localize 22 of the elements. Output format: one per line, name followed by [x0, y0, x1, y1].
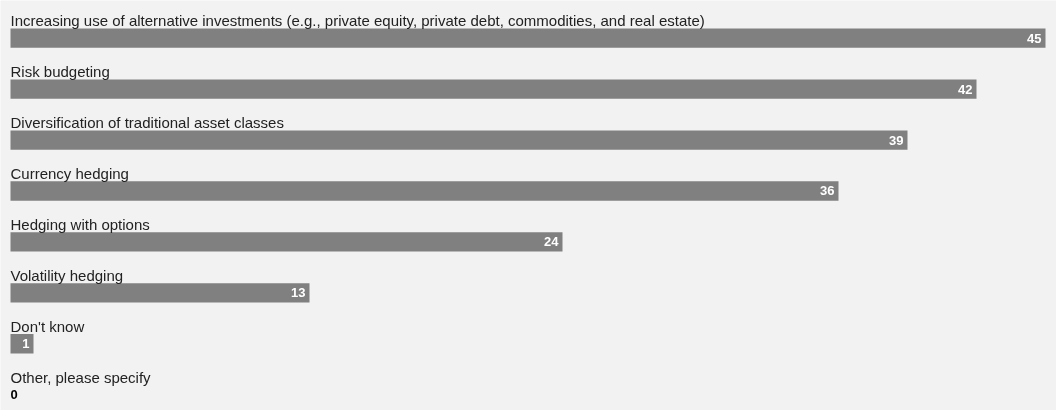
- bar: [10, 130, 908, 150]
- data-label: 13: [291, 285, 306, 301]
- y-tick-label: Don't know: [10, 317, 85, 335]
- data-label: 39: [889, 132, 904, 148]
- data-label: 1: [22, 336, 30, 352]
- bar: [10, 283, 310, 303]
- y-tick-label: Other, please specify: [10, 368, 152, 386]
- y-tick-label: Currency hedging: [10, 165, 129, 183]
- y-tick-label: Risk budgeting: [10, 63, 110, 81]
- y-tick-label: Diversification of traditional asset classes: [10, 114, 284, 132]
- bar: [10, 28, 1046, 48]
- y-tick-label: Increasing use of alternative investments (e.g., private equity, private debt, commodities, and real estate): [10, 12, 705, 30]
- bar: [10, 181, 839, 201]
- data-label: 42: [958, 81, 973, 97]
- data-label: 0: [10, 387, 18, 403]
- y-tick-label: Hedging with options: [10, 216, 150, 234]
- data-label: 36: [820, 183, 835, 199]
- y-tick-label: Volatility hedging: [10, 267, 124, 285]
- data-label: 24: [544, 234, 560, 250]
- bar: [10, 79, 977, 99]
- data-label: 45: [1027, 30, 1042, 46]
- bar: [10, 232, 563, 252]
